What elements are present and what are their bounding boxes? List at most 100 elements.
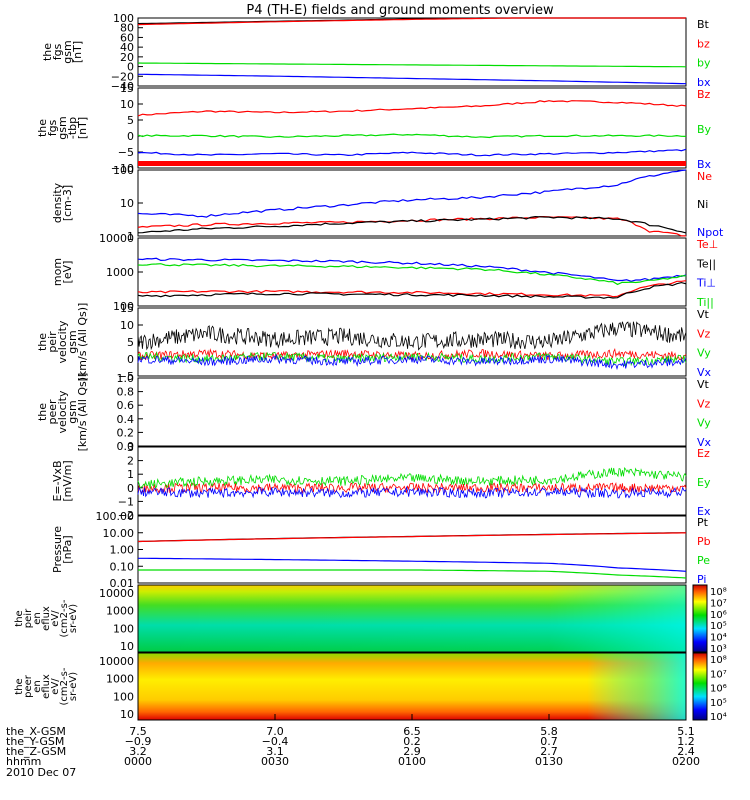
series-Vy — [137, 351, 687, 367]
panel-6: 1.00.80.60.40.20.0 thepeervelocitygsm[km/… — [36, 372, 712, 453]
y-label-line: [km/s (All Qs)] — [76, 373, 89, 452]
y-axis-label: Pressure[nPa] — [51, 526, 74, 573]
y-tick-label: 1 — [127, 230, 134, 243]
legend-by: by — [697, 57, 711, 70]
y-label-line: the — [36, 403, 49, 421]
series-bx — [138, 73, 687, 85]
y-label-line: [eV] — [61, 261, 74, 284]
colorbar-electron — [692, 652, 708, 721]
panel-frame — [137, 17, 687, 87]
legend-Bx: Bx — [697, 158, 712, 171]
legend-Pt: Pt — [697, 516, 709, 529]
legend-Vx: Vx — [697, 366, 712, 379]
series-Pe — [138, 569, 687, 579]
legend-bz: bz — [697, 37, 710, 50]
y-tick-label: 5 — [127, 336, 134, 349]
y-tick-label: 10 — [120, 197, 134, 210]
y-axis-label: thepeervelocitygsm[km/s (All Qs)] — [36, 373, 89, 452]
legend-Vy: Vy — [697, 417, 711, 430]
axis-label-y: the_Y-GSM — [6, 735, 64, 748]
y-label-line: gsm — [56, 116, 69, 139]
y-tick-label: 10000 — [99, 655, 134, 668]
y-label-line: density — [51, 182, 64, 223]
legend-Ni: Ni — [697, 198, 708, 211]
y-axis-label: thepeerenefluxeV/(cm2-s-sr-eV) — [14, 667, 79, 705]
legend-Ez: Ez — [697, 447, 710, 460]
y-label-line: the — [41, 43, 54, 61]
colorbar-tick: 10⁴ — [710, 712, 727, 723]
y-tick-label: 10 — [120, 708, 134, 721]
colorbar-tick: 10⁸ — [710, 587, 727, 598]
y-tick-label: 40 — [120, 41, 134, 54]
legend-Vz: Vz — [697, 397, 711, 410]
y-label-line: eflux — [41, 606, 52, 631]
axis-label-date: 2010 Dec 07 — [6, 766, 76, 779]
electron-eflux-spectrogram — [137, 652, 687, 721]
y-label-line: (cm2-s- — [59, 667, 70, 705]
y-label-line: [mV/m] — [61, 460, 74, 501]
y-tick-label: 0 — [127, 61, 134, 74]
y-tick-label: 10.00 — [103, 527, 135, 540]
y-axis-label: E=-VxB[mV/m] — [51, 460, 74, 501]
y-label-line: peir — [23, 608, 34, 628]
y-label-line: the — [14, 610, 25, 626]
legend-Bz: Bz — [697, 88, 711, 101]
x-value-x: 7.5 — [129, 725, 147, 738]
x-value-hhmm: 0130 — [535, 755, 563, 768]
y-tick-label: 0.01 — [110, 577, 135, 590]
series-Bz — [137, 100, 687, 117]
y-label-line: eflux — [41, 674, 52, 699]
y-tick-label: 100 — [113, 12, 134, 25]
legend-Pi: Pi — [697, 573, 706, 586]
series-Pi — [138, 557, 687, 572]
colorbar-tick: 10⁴ — [710, 633, 727, 644]
series-Ni — [137, 215, 687, 234]
x-value-x: 5.1 — [677, 725, 695, 738]
legend-By: By — [697, 123, 712, 136]
y-tick-label: 15 — [120, 82, 134, 95]
y-axis-label: mom[eV] — [51, 258, 74, 286]
colorbar-tick: 10³ — [710, 644, 727, 655]
series-Vt — [137, 321, 687, 351]
y-label-line: gsm — [61, 40, 74, 63]
legend-Vt: Vt — [697, 378, 710, 391]
y-label-line: the — [36, 119, 49, 137]
y-tick-label: 1 — [127, 468, 134, 481]
x-value-y: −0.4 — [262, 735, 289, 748]
legend-Npot: Npot — [697, 226, 724, 239]
y-tick-label: 0.8 — [117, 386, 135, 399]
x-value-hhmm: 0000 — [124, 755, 152, 768]
y-label-line: sr-eV) — [68, 604, 79, 633]
y-tick-label: 10 — [120, 640, 134, 653]
y-tick-label: 1.0 — [117, 372, 135, 385]
colorbar-tick: 10⁶ — [710, 610, 727, 621]
quality-flag-bar — [138, 161, 686, 166]
legend-bx: bx — [697, 76, 711, 89]
y-label-line: [km/s (All Qs)] — [76, 303, 89, 382]
x-value-x: 6.5 — [403, 725, 421, 738]
y-tick-label: 0 — [127, 482, 134, 495]
y-label-line: [nT] — [71, 41, 84, 63]
y-tick-label: −1 — [118, 495, 134, 508]
y-tick-label: 100 — [113, 622, 134, 635]
y-tick-label: 0.6 — [117, 399, 135, 412]
panel-3: 100 10 1 density[cm-3] Ne Ni Npot — [51, 164, 724, 243]
y-label-line: [nT] — [76, 117, 89, 139]
y-tick-label: 20 — [120, 51, 134, 64]
y-label-line: eV/ — [50, 610, 61, 627]
y-tick-label: 5 — [127, 114, 134, 127]
y-label-line: E=-VxB — [51, 460, 64, 501]
colorbar-ion — [692, 584, 708, 653]
colorbar-tick: 10⁵ — [710, 698, 727, 709]
y-tick-label: 80 — [120, 22, 134, 35]
y-axis-label: thepeirenefluxeV/(cm2-s-sr-eV) — [14, 599, 79, 637]
series-Ex — [137, 485, 687, 499]
y-tick-label: 1000 — [106, 266, 134, 279]
colorbar-tick: 10⁷ — [710, 598, 727, 609]
series-Ez — [137, 481, 687, 494]
y-tick-label: −5 — [118, 146, 134, 159]
legend-Ti||: Ti|| — [696, 296, 714, 309]
y-tick-label: 15 — [120, 302, 134, 315]
